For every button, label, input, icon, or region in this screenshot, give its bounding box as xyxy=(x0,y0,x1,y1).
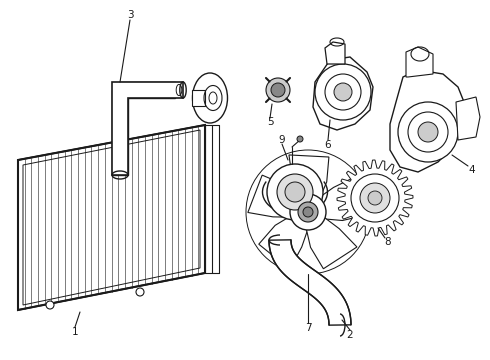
Circle shape xyxy=(351,174,399,222)
Polygon shape xyxy=(456,97,480,140)
Circle shape xyxy=(266,78,290,102)
Circle shape xyxy=(368,191,382,205)
Polygon shape xyxy=(112,82,183,175)
Polygon shape xyxy=(192,90,205,106)
Circle shape xyxy=(325,74,361,110)
Polygon shape xyxy=(313,57,373,130)
Circle shape xyxy=(290,194,326,230)
Text: 6: 6 xyxy=(325,140,331,150)
Text: 5: 5 xyxy=(267,117,273,127)
Polygon shape xyxy=(317,176,367,221)
Circle shape xyxy=(360,183,390,213)
Polygon shape xyxy=(112,82,178,98)
Text: 2: 2 xyxy=(347,330,353,340)
Polygon shape xyxy=(248,175,300,217)
Polygon shape xyxy=(269,240,351,325)
Polygon shape xyxy=(306,217,357,269)
Polygon shape xyxy=(120,82,175,98)
Polygon shape xyxy=(325,42,345,64)
Polygon shape xyxy=(112,90,128,175)
Circle shape xyxy=(136,288,144,296)
Polygon shape xyxy=(337,160,413,236)
Circle shape xyxy=(398,102,458,162)
Text: 7: 7 xyxy=(305,323,311,333)
Circle shape xyxy=(46,301,54,309)
Circle shape xyxy=(418,122,438,142)
Polygon shape xyxy=(18,125,205,310)
Circle shape xyxy=(297,136,303,142)
Circle shape xyxy=(334,83,352,101)
Circle shape xyxy=(277,174,313,210)
Polygon shape xyxy=(289,155,329,200)
Text: 1: 1 xyxy=(72,327,78,337)
Polygon shape xyxy=(406,47,433,77)
Circle shape xyxy=(285,182,305,202)
Circle shape xyxy=(315,64,371,120)
Text: 9: 9 xyxy=(279,135,285,145)
Text: 3: 3 xyxy=(127,10,133,20)
Polygon shape xyxy=(259,215,308,269)
Polygon shape xyxy=(390,70,466,172)
Circle shape xyxy=(303,207,313,217)
Circle shape xyxy=(271,83,285,97)
Text: 4: 4 xyxy=(469,165,475,175)
Circle shape xyxy=(298,202,318,222)
Circle shape xyxy=(267,164,323,220)
Circle shape xyxy=(408,112,448,152)
Text: 8: 8 xyxy=(385,237,392,247)
